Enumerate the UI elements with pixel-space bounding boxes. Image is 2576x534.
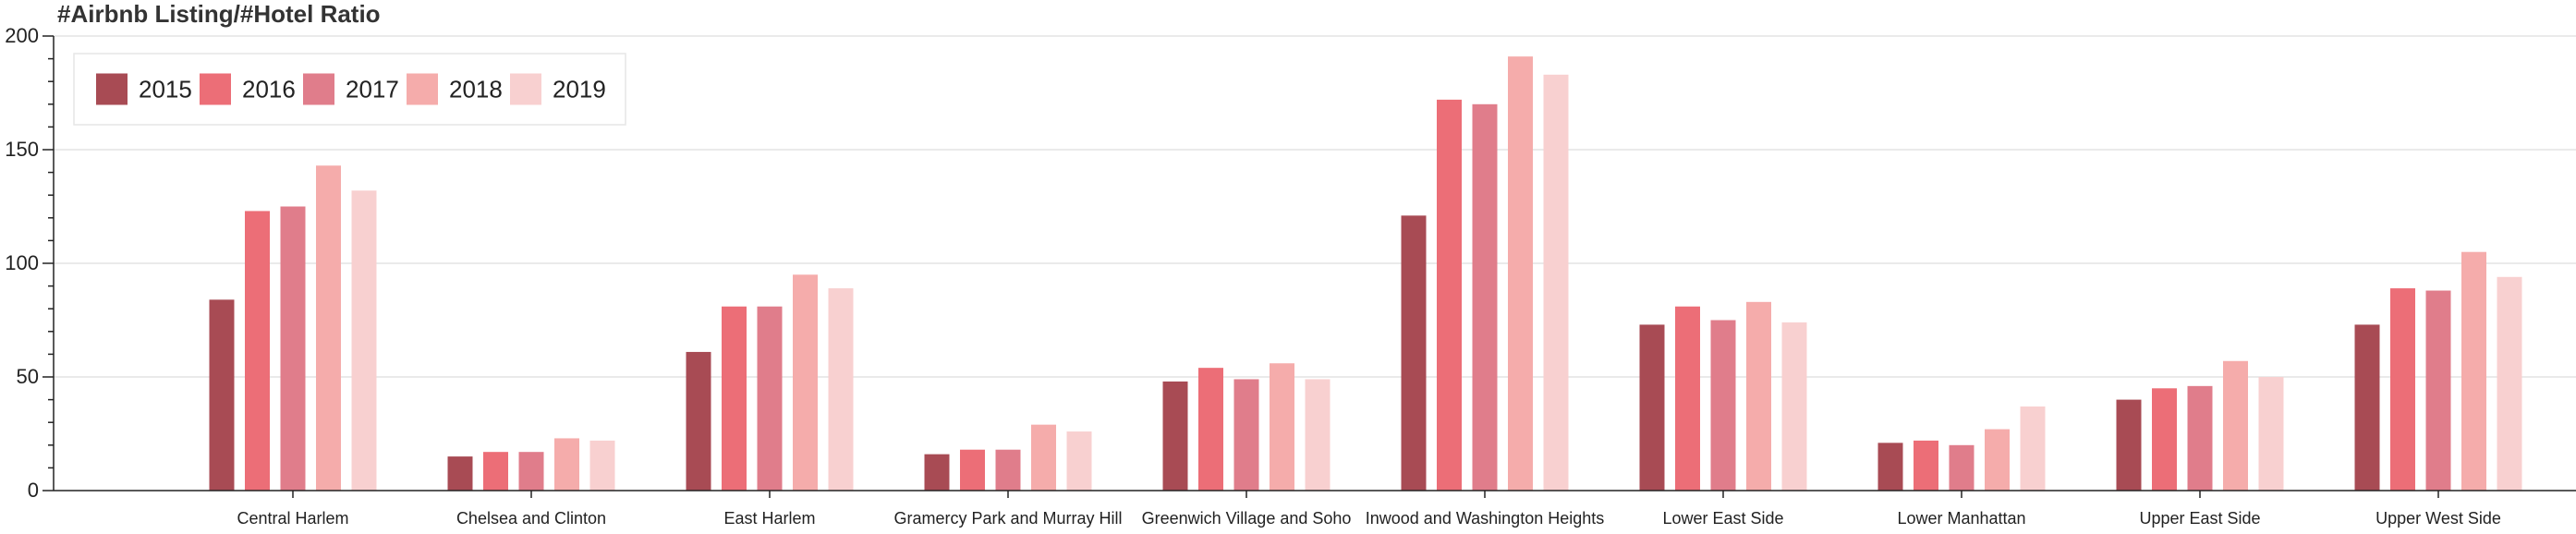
- legend-swatch: [200, 73, 231, 105]
- legend-item-2016[interactable]: 2016: [200, 73, 296, 105]
- legend-label: 2015: [139, 76, 192, 103]
- legend-label: 2017: [346, 76, 399, 103]
- x-tick-label: Gramercy Park and Murray Hill: [893, 509, 1122, 528]
- bar-2016-4[interactable]: [1198, 368, 1223, 491]
- x-tick-label: Greenwich Village and Soho: [1142, 509, 1352, 528]
- bar-2019-1[interactable]: [589, 440, 615, 491]
- bar-2018-6[interactable]: [1746, 301, 1771, 491]
- bar-2019-8[interactable]: [2258, 377, 2284, 491]
- legend: 2015 2016 2017 2018 2019: [73, 53, 626, 126]
- legend-swatch: [510, 73, 541, 105]
- bar-2017-2[interactable]: [757, 306, 783, 491]
- bar-2017-9[interactable]: [2425, 290, 2451, 491]
- x-tick-label: Chelsea and Clinton: [456, 509, 606, 528]
- bar-2019-5[interactable]: [1543, 74, 1569, 491]
- bar-2019-4[interactable]: [1305, 379, 1331, 491]
- legend-item-2019[interactable]: 2019: [510, 73, 606, 105]
- bars: [209, 56, 2522, 492]
- bar-2015-3[interactable]: [924, 454, 950, 491]
- bar-2016-8[interactable]: [2152, 388, 2177, 491]
- bar-2015-0[interactable]: [209, 299, 235, 491]
- x-tick-label: Upper East Side: [2139, 509, 2260, 528]
- bar-2017-4[interactable]: [1233, 379, 1259, 491]
- bar-2019-0[interactable]: [351, 190, 377, 491]
- bar-2016-0[interactable]: [245, 211, 270, 492]
- bar-2015-5[interactable]: [1401, 215, 1427, 491]
- legend-label: 2019: [553, 76, 606, 103]
- x-tick-label: Upper West Side: [2376, 509, 2501, 528]
- bar-2017-8[interactable]: [2187, 385, 2213, 491]
- bar-2016-7[interactable]: [1914, 440, 1938, 491]
- x-tick-label: Lower Manhattan: [1897, 509, 2025, 528]
- bar-2016-2[interactable]: [722, 306, 747, 491]
- bar-2018-5[interactable]: [1508, 56, 1533, 491]
- bar-2016-5[interactable]: [1437, 99, 1462, 491]
- bar-2017-5[interactable]: [1472, 103, 1498, 492]
- bar-2015-7[interactable]: [1877, 443, 1903, 491]
- bar-2019-3[interactable]: [1066, 431, 1092, 491]
- bar-2018-2[interactable]: [793, 274, 818, 491]
- bar-2018-9[interactable]: [2461, 251, 2486, 491]
- x-tick-label: Lower East Side: [1662, 509, 1783, 528]
- bar-2019-2[interactable]: [828, 288, 854, 491]
- y-tick-label: 50: [17, 365, 39, 388]
- bar-2017-1[interactable]: [518, 452, 544, 491]
- legend-label: 2018: [449, 76, 503, 103]
- bar-2015-1[interactable]: [447, 456, 473, 491]
- bar-2019-6[interactable]: [1781, 322, 1807, 491]
- legend-swatch: [96, 73, 128, 105]
- gridlines: [54, 35, 2576, 378]
- bar-2017-3[interactable]: [995, 449, 1021, 491]
- x-tick-label: Central Harlem: [237, 509, 348, 528]
- bar-2018-4[interactable]: [1270, 363, 1294, 491]
- legend-swatch: [407, 73, 438, 105]
- bar-2018-0[interactable]: [316, 165, 341, 491]
- y-tick-label: 0: [28, 479, 39, 502]
- axes: 0 50 100 150 200 Central Harlem Chelsea and Cl…: [5, 24, 2576, 528]
- bar-2019-9[interactable]: [2497, 276, 2522, 491]
- legend-item-2017[interactable]: 2017: [303, 73, 399, 105]
- x-tick-label: East Harlem: [723, 509, 815, 528]
- bar-2015-2[interactable]: [686, 351, 711, 491]
- legend-swatch: [303, 73, 334, 105]
- bar-2016-9[interactable]: [2390, 288, 2415, 491]
- bar-2016-1[interactable]: [483, 452, 508, 491]
- bar-2015-8[interactable]: [2116, 399, 2142, 491]
- bar-2018-8[interactable]: [2223, 360, 2248, 491]
- bar-2015-4[interactable]: [1162, 381, 1188, 491]
- y-tick-label: 100: [5, 251, 39, 274]
- bar-2019-7[interactable]: [2020, 406, 2046, 491]
- bar-2018-1[interactable]: [554, 438, 579, 491]
- x-tick-label: Inwood and Washington Heights: [1366, 509, 1605, 528]
- bar-2017-7[interactable]: [1949, 444, 1975, 491]
- y-tick-label: 150: [5, 138, 39, 161]
- bar-2016-6[interactable]: [1675, 306, 1700, 491]
- chart-title: #Airbnb Listing/#Hotel Ratio: [57, 0, 381, 28]
- bar-2017-0[interactable]: [280, 206, 306, 492]
- legend-label: 2016: [242, 76, 296, 103]
- bar-2016-3[interactable]: [960, 449, 985, 491]
- bar-2015-6[interactable]: [1639, 324, 1665, 491]
- legend-item-2018[interactable]: 2018: [407, 73, 503, 105]
- bar-2018-3[interactable]: [1031, 424, 1056, 491]
- legend-item-2015[interactable]: 2015: [96, 73, 192, 105]
- bar-2018-7[interactable]: [1985, 429, 2010, 491]
- y-tick-label: 200: [5, 24, 39, 47]
- bar-2017-6[interactable]: [1710, 320, 1736, 492]
- bar-2015-9[interactable]: [2354, 324, 2380, 491]
